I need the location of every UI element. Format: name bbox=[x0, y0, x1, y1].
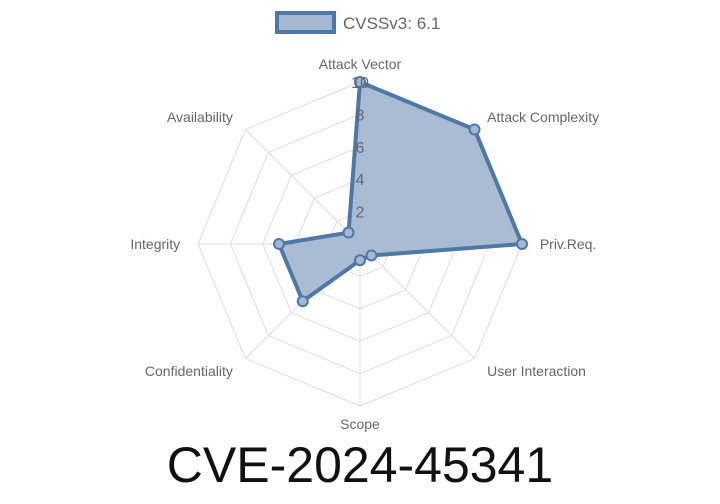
axis-label: Attack Vector bbox=[319, 56, 402, 72]
axis-label: Attack Complexity bbox=[487, 109, 599, 125]
tick-label: 4 bbox=[356, 172, 365, 189]
tick-label: 2 bbox=[356, 205, 365, 222]
axis-label: User Interaction bbox=[487, 363, 586, 379]
series-area bbox=[277, 80, 524, 304]
chart-title: CVE-2024-45341 bbox=[167, 437, 553, 493]
legend-swatch bbox=[275, 11, 336, 34]
legend-label: CVSSv3: 6.1 bbox=[343, 14, 440, 33]
legend[interactable]: CVSSv3: 6.1 bbox=[275, 11, 440, 34]
axis-label: Integrity bbox=[130, 236, 180, 252]
data-point bbox=[516, 238, 528, 250]
radar-ticks: 2 4 6 8 10 bbox=[351, 75, 369, 222]
data-point bbox=[273, 238, 285, 250]
data-point bbox=[468, 123, 481, 136]
grid-spoke bbox=[359, 243, 475, 359]
data-point bbox=[365, 249, 378, 262]
tick-label: 6 bbox=[356, 140, 365, 157]
data-point bbox=[296, 295, 309, 308]
data-point bbox=[354, 254, 366, 267]
data-point bbox=[354, 76, 366, 88]
radar-series bbox=[273, 76, 528, 308]
grid-spoke bbox=[245, 129, 361, 245]
axis-label: Confidentiality bbox=[145, 363, 233, 379]
axis-labels: Attack Vector Attack Complexity Priv.Req. U… bbox=[130, 56, 599, 432]
tick-label: 10 bbox=[351, 75, 369, 92]
axis-label: Scope bbox=[340, 416, 380, 432]
axis-label: Priv.Req. bbox=[540, 236, 597, 252]
axis-label: Availability bbox=[167, 109, 233, 125]
data-point bbox=[342, 226, 355, 239]
tick-label: 8 bbox=[356, 107, 365, 124]
